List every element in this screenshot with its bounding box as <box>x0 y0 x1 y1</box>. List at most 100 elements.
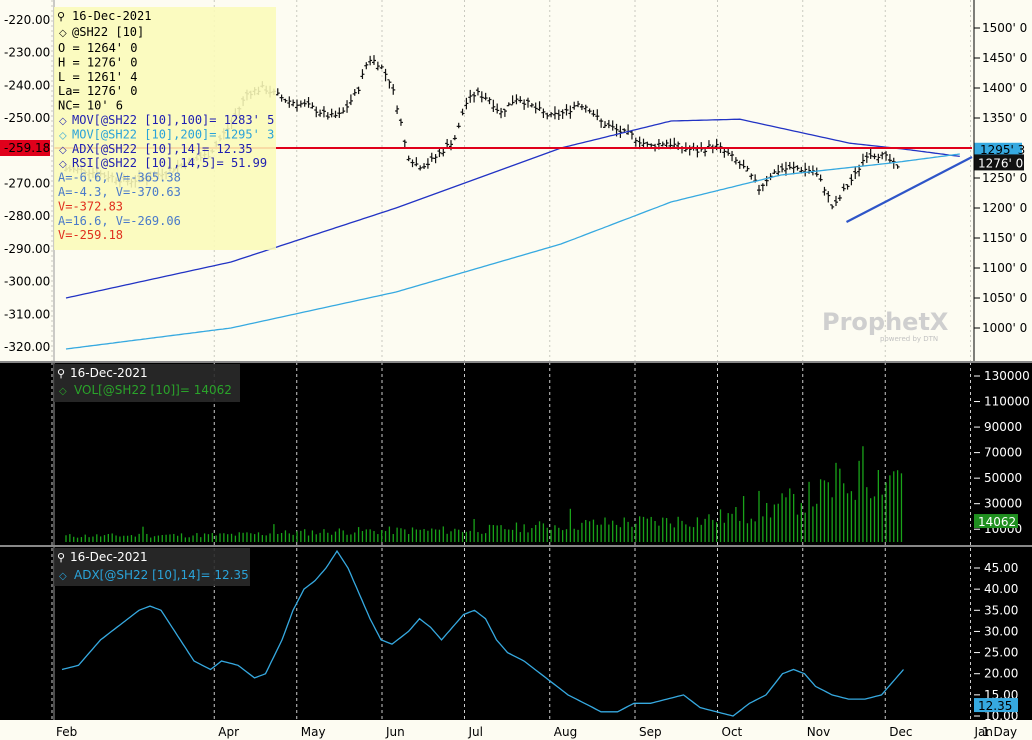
price-bar <box>545 112 550 120</box>
price-bar <box>845 184 850 190</box>
price-bar <box>737 160 742 169</box>
price-bar <box>460 108 465 116</box>
price-bar <box>522 99 527 110</box>
legend-layer: 16-Dec-2021 ⚲ ◇ @SH22 [10] O = 1264' 0H = 12… <box>54 7 276 586</box>
price-bar <box>552 106 557 120</box>
price-bar <box>560 109 565 119</box>
price-bar <box>660 141 665 147</box>
legend-line: O = 1264' 0 <box>58 41 137 55</box>
price-bar <box>595 109 600 121</box>
price-bar <box>526 97 530 108</box>
diamond-icon: ◇ <box>59 571 67 582</box>
price-bar <box>722 148 727 158</box>
price-bar <box>321 106 326 118</box>
price-bar <box>764 175 769 187</box>
left-axis-tick: -320.00 <box>4 340 50 354</box>
legend-line: MOV[@SH22 [10],100]= 1283' 5 <box>72 113 274 127</box>
price-bar <box>283 98 288 103</box>
price-bar <box>579 104 584 111</box>
price-bar <box>437 148 442 158</box>
volume-legend-date: 16-Dec-2021 <box>70 366 148 380</box>
adx-layer <box>61 549 904 717</box>
time-axis-tick: 1 Day <box>982 725 1017 739</box>
price-bar <box>495 103 500 114</box>
price-bar <box>749 173 754 180</box>
price-bar <box>549 111 554 118</box>
legend-line: V=-372.83 <box>58 199 123 213</box>
price-bar <box>633 137 638 147</box>
price-bar <box>398 118 403 126</box>
diamond-icon: ◇ <box>59 386 67 397</box>
price-bar <box>487 97 492 105</box>
magnifier-icon: ⚲ <box>57 367 65 380</box>
price-bar <box>372 55 376 65</box>
price-bar <box>499 107 504 119</box>
price-bar <box>822 186 827 196</box>
price-bar <box>745 165 750 172</box>
price-bar <box>741 159 746 169</box>
price-bar <box>345 100 350 113</box>
price-bar <box>491 99 496 112</box>
price-bar <box>568 105 573 119</box>
price-bar <box>383 68 388 82</box>
adx-axis-tick: 30.00 <box>984 624 1018 638</box>
time-axis-tick: Apr <box>218 725 239 739</box>
price-bar <box>464 97 469 110</box>
price-bar <box>298 100 303 108</box>
left-axis-tick: -220.00 <box>4 13 50 27</box>
ma100-line <box>65 118 960 299</box>
volume-axis-tick: 30000 <box>984 497 1022 511</box>
price-bar <box>583 104 588 113</box>
price-bar <box>418 165 423 171</box>
price-bar <box>379 64 384 70</box>
price-bar <box>830 204 835 210</box>
time-axis-tick: Jun <box>385 725 405 739</box>
price-bar <box>826 191 831 203</box>
price-bar <box>884 151 889 161</box>
time-axis-tick: Aug <box>554 725 577 739</box>
legend-line: NC= 10' 6 <box>58 99 123 113</box>
right-axis-tick: 1350' 0 <box>982 111 1027 125</box>
price-bar <box>818 174 823 182</box>
adx-axis-tick: 25.00 <box>984 646 1018 660</box>
volume-axis-tick: 90000 <box>984 420 1022 434</box>
adx-axis-tick: 40.00 <box>984 582 1018 596</box>
price-bar <box>591 109 596 117</box>
price-bar <box>887 154 892 164</box>
price-bar <box>783 161 788 176</box>
price-bar <box>360 69 365 79</box>
price-bar <box>456 122 461 129</box>
right-axis-tick: 1450' 0 <box>982 51 1027 65</box>
price-bar <box>414 157 419 167</box>
price-bar <box>860 153 865 166</box>
time-axis-bg <box>0 720 1032 740</box>
price-bar <box>441 147 446 157</box>
price-bar <box>834 195 838 207</box>
price-bar <box>814 167 819 177</box>
price-bar <box>603 121 607 128</box>
legend-line: L = 1261' 4 <box>58 70 137 84</box>
price-bar <box>364 62 369 70</box>
price-bar <box>772 169 777 174</box>
adx-axis-tick: 10.00 <box>984 709 1018 723</box>
price-bar <box>275 88 280 96</box>
price-bar <box>406 155 411 162</box>
legend-line: H = 1276' 0 <box>58 55 137 69</box>
price-bar <box>837 194 842 201</box>
right-axis-bg <box>974 362 1032 740</box>
legend-line: MOV[@SH22 [10],200]= 1295' 3 <box>72 127 274 141</box>
adx-legend-date: 16-Dec-2021 <box>70 550 148 564</box>
reference-value-badge <box>0 140 50 156</box>
right-axis-tick: 1400' 0 <box>982 81 1027 95</box>
price-bar <box>622 128 627 133</box>
price-bar <box>599 118 604 128</box>
diamond-icon: ◇ <box>59 28 67 39</box>
right-axis-tick: 1100' 0 <box>982 261 1027 275</box>
volume-axis-tick: 110000 <box>984 395 1030 409</box>
price-bar <box>510 95 515 106</box>
legend-line: A=-6.6, V=-365.38 <box>58 171 181 185</box>
price-bar <box>849 174 854 186</box>
price-bar <box>795 165 800 171</box>
